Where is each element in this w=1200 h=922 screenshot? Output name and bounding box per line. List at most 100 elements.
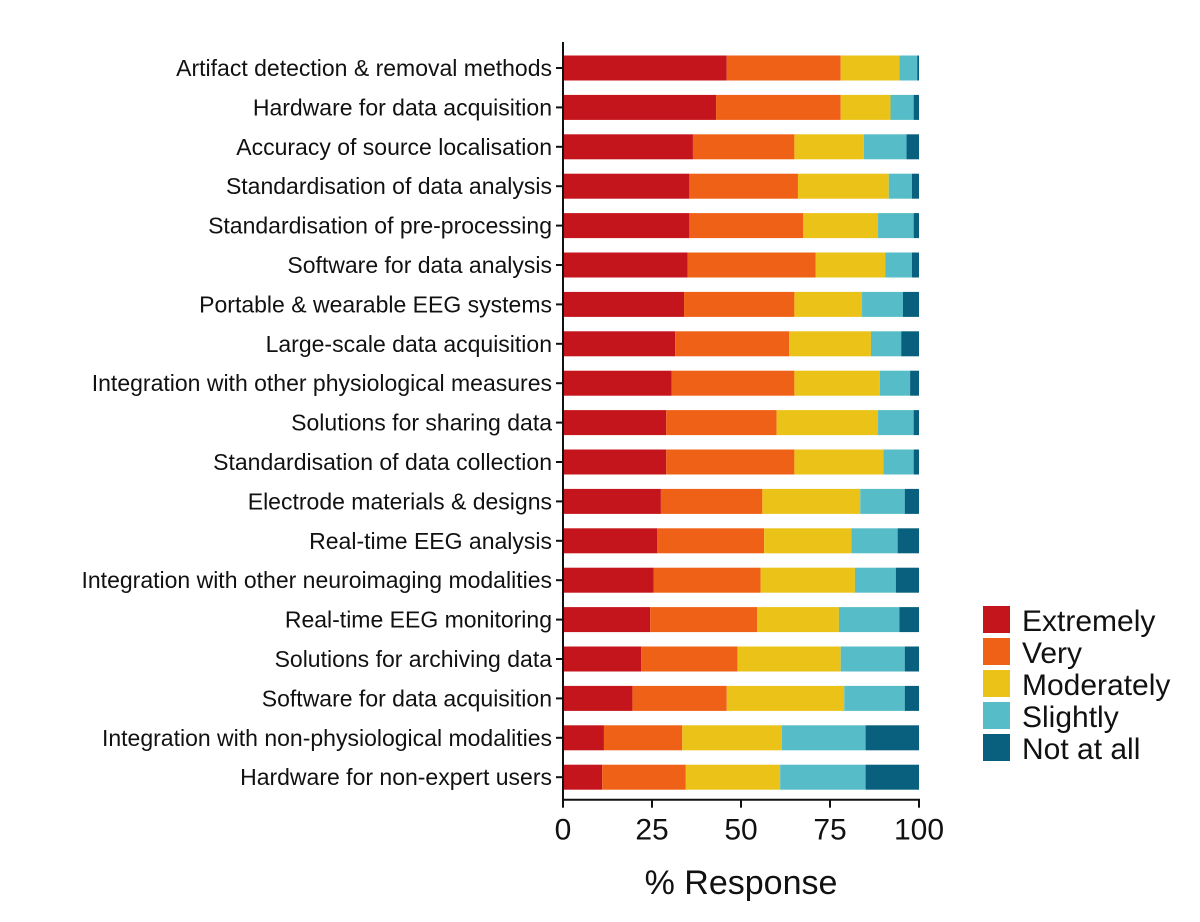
bar-segment-slightly: [871, 331, 901, 356]
bar-segment-very: [688, 253, 816, 278]
bar-segment-moderately: [798, 174, 889, 199]
bar-segment-slightly: [878, 213, 914, 238]
category-label: Solutions for sharing data: [291, 410, 552, 436]
bar-segment-moderately: [686, 765, 780, 790]
legend-swatch-slightly: [983, 702, 1010, 729]
bar-segment-not-at-all: [914, 213, 919, 238]
category-label: Integration with other physiological mea…: [92, 370, 552, 396]
bar-segment-very: [650, 607, 757, 632]
bar-segment-very: [716, 95, 841, 120]
bar-segment-slightly: [878, 410, 914, 435]
bar-segment-very: [693, 134, 794, 159]
bar-segment-extremely: [563, 174, 689, 199]
bar-segment-extremely: [563, 528, 657, 553]
legend-label: Not at all: [1022, 733, 1140, 766]
bar-segment-very: [672, 371, 795, 396]
bar-segment-slightly: [899, 56, 917, 81]
bar-segment-extremely: [563, 253, 688, 278]
bar-segment-not-at-all: [905, 686, 919, 711]
category-label: Real-time EEG monitoring: [285, 607, 552, 633]
bar-segment-not-at-all: [905, 489, 919, 514]
bar-segment-very: [602, 765, 686, 790]
bar-segment-not-at-all: [912, 174, 919, 199]
bar-segment-moderately: [794, 134, 863, 159]
bar-segment-extremely: [563, 410, 666, 435]
legend-label: Very: [1022, 637, 1082, 670]
bar-segment-not-at-all: [899, 607, 919, 632]
bar-segment-extremely: [563, 607, 650, 632]
category-label: Portable & wearable EEG systems: [199, 291, 552, 317]
bar-segment-moderately: [762, 489, 860, 514]
bar-segment-moderately: [682, 725, 782, 750]
x-tick-label: 75: [813, 814, 846, 847]
bar-segment-slightly: [862, 292, 903, 317]
bar-segment-moderately: [777, 410, 878, 435]
bar-segment-very: [661, 489, 762, 514]
legend-swatch-moderately: [983, 670, 1010, 697]
bar-segment-moderately: [841, 56, 900, 81]
bar-segment-not-at-all: [914, 410, 919, 435]
bar-segment-very: [641, 647, 737, 672]
bar-segment-not-at-all: [910, 371, 919, 396]
bar-segment-moderately: [757, 607, 839, 632]
legend-swatch-extremely: [983, 606, 1010, 633]
bar-segment-moderately: [816, 253, 885, 278]
bar-segment-not-at-all: [914, 95, 919, 120]
bar-segment-slightly: [864, 134, 907, 159]
bar-segment-very: [689, 213, 803, 238]
bars-layer: [563, 56, 919, 790]
bar-segment-slightly: [891, 95, 914, 120]
category-label: Hardware for data acquisition: [253, 94, 552, 120]
x-axis-title: % Response: [645, 864, 838, 902]
bar-segment-moderately: [727, 686, 844, 711]
category-label: Real-time EEG analysis: [309, 528, 552, 554]
legend-swatch-very: [983, 638, 1010, 665]
bar-segment-moderately: [794, 450, 883, 475]
bar-segment-not-at-all: [907, 134, 919, 159]
legend-label: Moderately: [1022, 669, 1170, 702]
bar-segment-very: [657, 528, 764, 553]
bar-segment-very: [727, 56, 841, 81]
bar-segment-slightly: [860, 489, 905, 514]
bar-segment-moderately: [794, 371, 879, 396]
bar-segment-not-at-all: [896, 568, 919, 593]
bar-segment-not-at-all: [901, 331, 919, 356]
x-tick-labels: 0 25 50 75 100: [555, 814, 944, 847]
bar-segment-extremely: [563, 56, 727, 81]
bar-segment-extremely: [563, 568, 654, 593]
bar-segment-extremely: [563, 725, 604, 750]
bar-segment-extremely: [563, 95, 716, 120]
bar-segment-moderately: [737, 647, 840, 672]
bar-segment-not-at-all: [866, 725, 919, 750]
bar-segment-very: [675, 331, 789, 356]
category-label: Software for data acquisition: [262, 685, 552, 711]
category-label: Standardisation of data collection: [213, 449, 552, 475]
bar-segment-extremely: [563, 647, 641, 672]
bar-segment-slightly: [851, 528, 897, 553]
legend-label: Slightly: [1022, 701, 1119, 734]
bar-segment-not-at-all: [866, 765, 919, 790]
bar-segment-moderately: [841, 95, 891, 120]
bar-segment-not-at-all: [914, 450, 919, 475]
bar-segment-very: [684, 292, 794, 317]
category-label: Integration with other neuroimaging moda…: [82, 567, 553, 593]
category-label: Integration with non-physiological modal…: [102, 725, 552, 751]
bar-segment-slightly: [780, 765, 865, 790]
bar-segment-not-at-all: [898, 528, 919, 553]
bar-segment-very: [604, 725, 682, 750]
bar-segment-slightly: [889, 174, 912, 199]
category-label: Solutions for archiving data: [275, 646, 553, 672]
bar-segment-extremely: [563, 450, 666, 475]
bar-segment-extremely: [563, 489, 661, 514]
bar-segment-very: [689, 174, 798, 199]
bar-segment-not-at-all: [912, 253, 919, 278]
bar-segment-moderately: [803, 213, 878, 238]
x-tick-label: 100: [894, 814, 944, 847]
bar-segment-slightly: [880, 371, 910, 396]
bar-segment-extremely: [563, 686, 632, 711]
legend-label: Extremely: [1022, 605, 1155, 638]
category-label: Hardware for non-expert users: [240, 764, 552, 790]
bar-segment-moderately: [761, 568, 855, 593]
bar-segment-slightly: [855, 568, 896, 593]
